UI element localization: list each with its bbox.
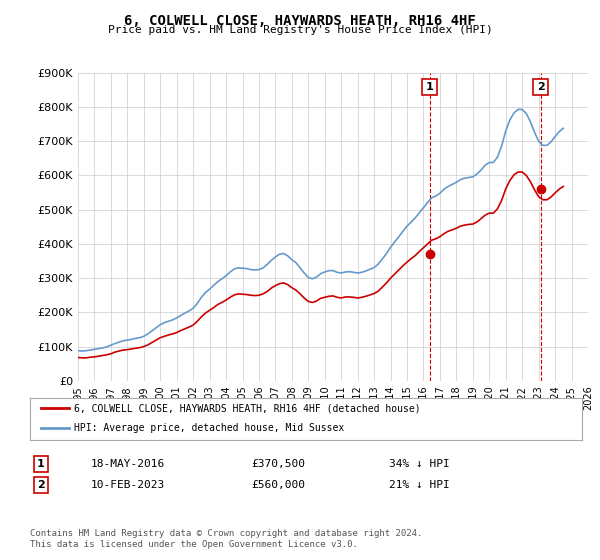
Text: 2: 2 bbox=[37, 480, 45, 490]
Text: Price paid vs. HM Land Registry's House Price Index (HPI): Price paid vs. HM Land Registry's House … bbox=[107, 25, 493, 35]
Text: 34% ↓ HPI: 34% ↓ HPI bbox=[389, 459, 449, 469]
Text: 2: 2 bbox=[537, 82, 544, 92]
Text: 1: 1 bbox=[425, 82, 433, 92]
Text: 6, COLWELL CLOSE, HAYWARDS HEATH, RH16 4HF: 6, COLWELL CLOSE, HAYWARDS HEATH, RH16 4… bbox=[124, 14, 476, 28]
Text: 21% ↓ HPI: 21% ↓ HPI bbox=[389, 480, 449, 490]
Text: £560,000: £560,000 bbox=[251, 480, 305, 490]
Text: HPI: Average price, detached house, Mid Sussex: HPI: Average price, detached house, Mid … bbox=[74, 423, 344, 433]
Text: 6, COLWELL CLOSE, HAYWARDS HEATH, RH16 4HF (detached house): 6, COLWELL CLOSE, HAYWARDS HEATH, RH16 4… bbox=[74, 403, 421, 413]
Text: 18-MAY-2016: 18-MAY-2016 bbox=[91, 459, 165, 469]
Text: £370,500: £370,500 bbox=[251, 459, 305, 469]
Text: 1: 1 bbox=[37, 459, 45, 469]
Text: Contains HM Land Registry data © Crown copyright and database right 2024.
This d: Contains HM Land Registry data © Crown c… bbox=[30, 529, 422, 549]
Text: 10-FEB-2023: 10-FEB-2023 bbox=[91, 480, 165, 490]
